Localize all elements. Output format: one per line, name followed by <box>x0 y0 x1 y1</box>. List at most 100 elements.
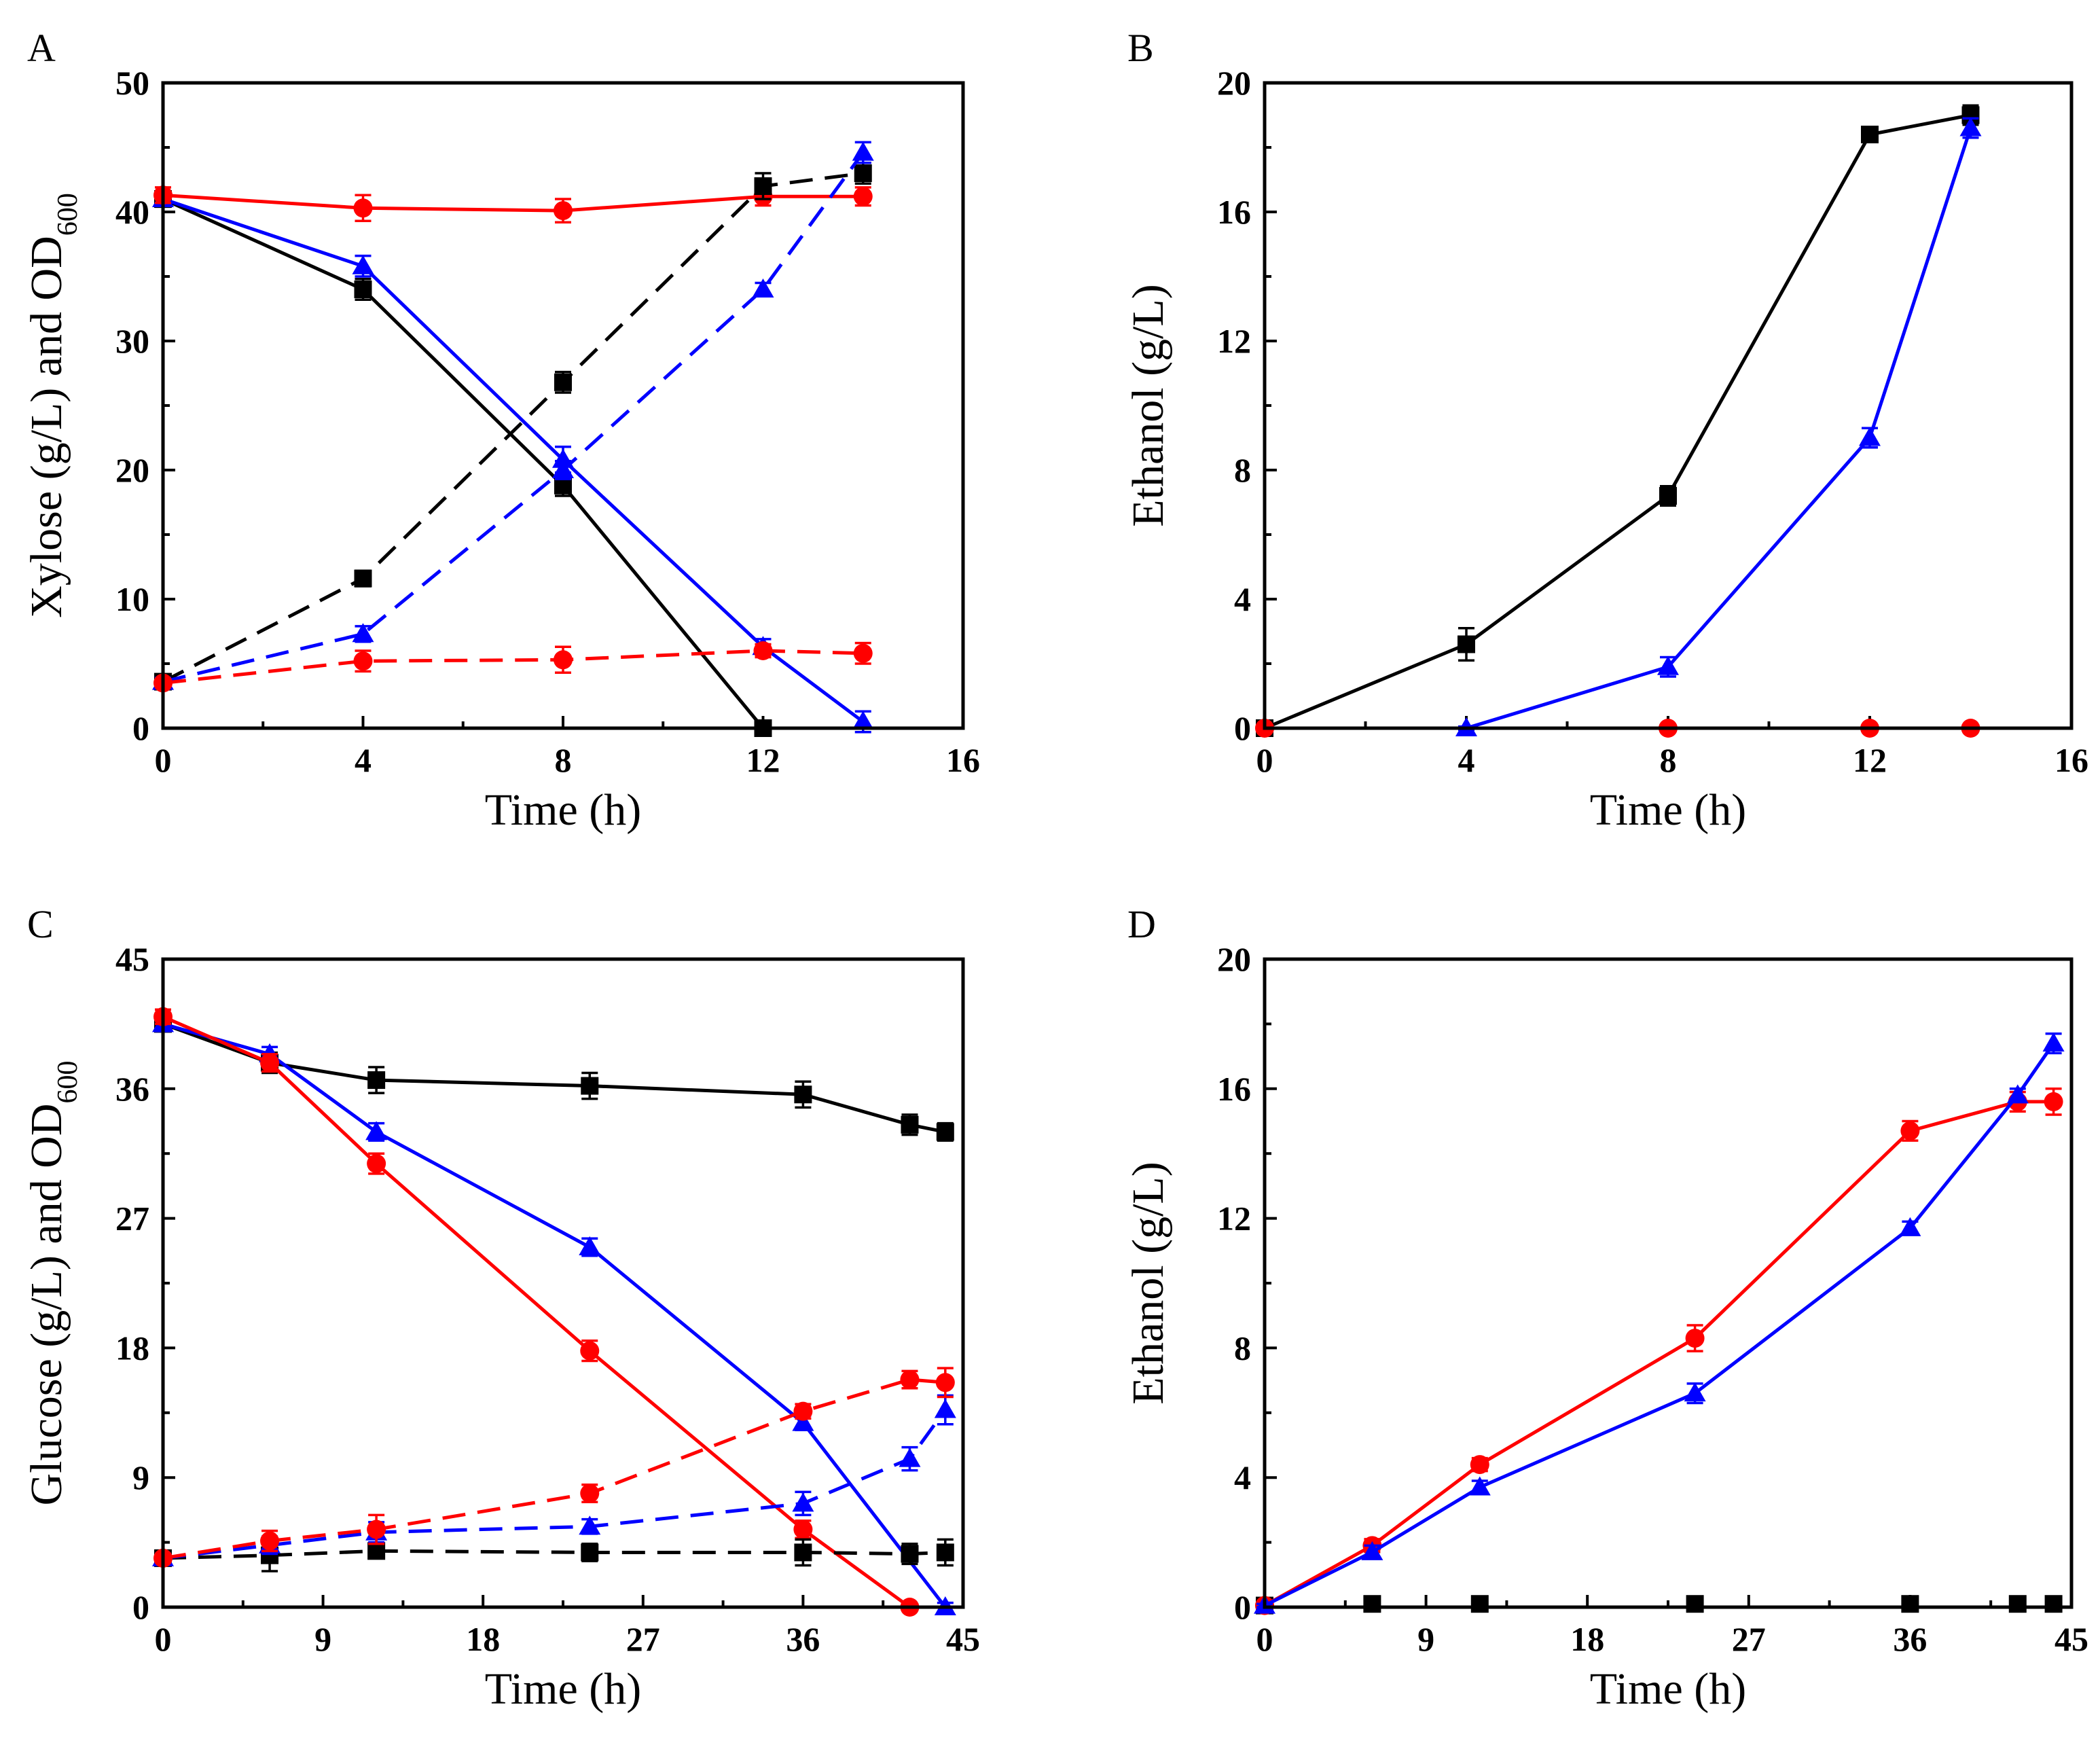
series-line-a-black-xylose <box>162 197 765 730</box>
y-axis-title-c: Glucose (g/L) and OD600 <box>22 1060 84 1505</box>
point-a-blue-od-3 <box>752 278 774 298</box>
series-line-a-black-od <box>162 171 864 683</box>
point-d-blue-ethanol-5 <box>2006 1084 2029 1104</box>
y-axis-title-a: Xylose (g/L) and OD600 <box>22 193 84 618</box>
series-line-c-blue-glucose <box>162 1022 947 1609</box>
x-tick-label-b-4: 16 <box>2054 741 2088 779</box>
x-tick-label-a-0: 0 <box>155 741 172 779</box>
series-c-black-glucose <box>154 1015 954 1142</box>
x-tick-label-c-0: 0 <box>155 1620 172 1658</box>
y-axis-title-d: Ethanol (g/L) <box>1123 1162 1173 1404</box>
point-c-blue-glucose-3 <box>579 1236 601 1255</box>
point-c-blue-od-5 <box>899 1448 921 1467</box>
point-d-red-ethanol-2 <box>1470 1455 1489 1475</box>
plot-frame-c <box>161 957 965 1609</box>
point-c-red-od-3 <box>580 1484 600 1503</box>
point-a-blue-xylose-1 <box>352 255 374 274</box>
x-tick-label-b-3: 12 <box>1853 741 1887 779</box>
point-a-black-od-3 <box>754 177 772 195</box>
panel-letter-d: D <box>1127 902 1156 946</box>
x-tick-label-d-4: 36 <box>1893 1620 1927 1658</box>
point-c-red-glucose-1 <box>260 1053 280 1073</box>
y-tick-label-c-1: 9 <box>132 1458 149 1496</box>
y-tick-label-b-1: 4 <box>1234 580 1251 618</box>
point-c-red-od-4 <box>793 1401 813 1421</box>
y-tick-label-d-4: 16 <box>1217 1070 1251 1108</box>
x-tick-label-a-2: 8 <box>555 741 572 779</box>
plot-frame-a <box>161 81 965 730</box>
y-tick-label-a-3: 30 <box>115 322 149 360</box>
y-tick-label-c-4: 36 <box>115 1070 149 1108</box>
y-tick-label-d-1: 4 <box>1234 1458 1251 1496</box>
point-a-blue-od-2 <box>552 459 574 478</box>
y-tick-label-b-2: 8 <box>1234 451 1251 489</box>
x-tick-label-d-3: 27 <box>1732 1620 1766 1658</box>
x-tick-label-c-4: 36 <box>786 1620 820 1658</box>
point-a-black-od-4 <box>854 164 872 182</box>
series-line-a-blue-od <box>162 151 865 684</box>
series-d-black-ethanol <box>1256 1595 2063 1615</box>
series-line-c-blue-od <box>162 1409 947 1560</box>
point-c-black-glucose-4 <box>794 1085 812 1104</box>
series-b-blue-ethanol <box>1455 117 1982 736</box>
series-line-c-red-od <box>162 1378 946 1560</box>
panel-letter-c: C <box>27 902 54 946</box>
y-tick-label-a-4: 40 <box>115 193 149 231</box>
panel-c: C 0 9 18 27 36 45 0 9 18 27 36 45 Time (h) Glucose (g/… <box>22 902 980 1714</box>
point-d-red-ethanol-6 <box>2044 1092 2063 1111</box>
y-tick-label-d-0: 0 <box>1234 1588 1251 1626</box>
point-b-black-ethanol-2 <box>1659 487 1677 505</box>
series-line-d-blue-ethanol <box>1263 1042 2055 1607</box>
y-tick-label-a-2: 20 <box>115 451 149 489</box>
x-tick-label-d-1: 9 <box>1417 1620 1434 1658</box>
point-c-red-glucose-2 <box>367 1154 386 1174</box>
series-a-red-od <box>153 641 873 693</box>
y-tick-label-b-0: 0 <box>1234 709 1251 747</box>
series-d-red-ethanol <box>1255 1088 2063 1615</box>
point-c-blue-od-3 <box>579 1515 601 1535</box>
point-d-blue-ethanol-6 <box>2042 1032 2065 1052</box>
point-c-red-od-2 <box>367 1520 386 1539</box>
point-c-black-glucose-6 <box>936 1123 954 1141</box>
point-c-blue-od-6 <box>934 1399 956 1418</box>
series-line-d-red-ethanol <box>1263 1100 2054 1607</box>
x-tick-label-c-2: 18 <box>466 1620 500 1658</box>
point-b-blue-ethanol-2 <box>1859 427 1881 446</box>
panel-a: A 0 4 8 12 16 0 10 20 30 40 50 Time (h) Xylose (g/L) … <box>22 26 980 835</box>
plot-frame-d <box>1263 957 2074 1609</box>
y-tick-label-c-5: 45 <box>115 940 149 978</box>
y-tick-label-d-3: 12 <box>1217 1200 1251 1238</box>
y-tick-label-c-0: 0 <box>132 1588 149 1626</box>
y-tick-label-b-4: 16 <box>1217 193 1251 231</box>
x-tick-label-d-0: 0 <box>1256 1620 1273 1658</box>
panel-letter-b: B <box>1127 26 1154 70</box>
point-d-black-ethanol-3 <box>1686 1595 1704 1613</box>
y-tick-label-c-2: 18 <box>115 1329 149 1367</box>
point-a-red-od-4 <box>853 643 873 663</box>
point-a-blue-od-1 <box>352 623 374 643</box>
point-d-black-ethanol-4 <box>1901 1595 1919 1613</box>
point-d-black-ethanol-6 <box>2044 1595 2063 1613</box>
panel-d: D 0 9 18 27 36 45 0 4 8 12 16 20 Time (h) Ethanol (g/L… <box>1123 902 2088 1714</box>
point-c-blue-glucose-4 <box>792 1412 814 1431</box>
plot-frame-b <box>1263 81 2074 730</box>
point-d-blue-ethanol-3 <box>1684 1382 1706 1402</box>
y-axis-title-text-a: Xylose (g/L) and OD <box>22 236 71 618</box>
x-tick-label-b-2: 8 <box>1660 741 1677 779</box>
x-tick-label-c-3: 27 <box>626 1620 660 1658</box>
point-a-red-xylose-2 <box>554 201 573 221</box>
point-c-red-od-5 <box>900 1370 920 1390</box>
point-d-blue-ethanol-2 <box>1468 1476 1491 1496</box>
series-b-black-ethanol <box>1256 104 1980 737</box>
point-c-red-glucose-4 <box>793 1520 813 1539</box>
point-a-black-od-2 <box>554 373 572 391</box>
y-tick-label-b-5: 20 <box>1217 64 1251 102</box>
y-axis-title-text-b: Ethanol (g/L) <box>1123 284 1173 526</box>
y-tick-label-d-2: 8 <box>1234 1329 1251 1367</box>
x-tick-label-d-5: 45 <box>2054 1620 2088 1658</box>
series-line-b-blue-ethanol <box>1466 127 1972 730</box>
y-axis-title-subscript-c: 600 <box>52 1060 84 1103</box>
panel-letter-a: A <box>27 26 56 70</box>
x-tick-label-a-1: 4 <box>355 741 372 779</box>
